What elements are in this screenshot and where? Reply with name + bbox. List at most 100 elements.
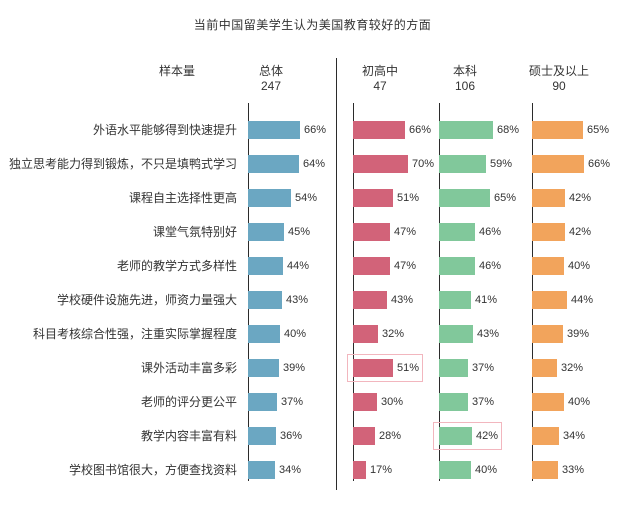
- bar: [439, 291, 471, 309]
- bar: [248, 461, 275, 479]
- bar-cell: 43%: [248, 291, 308, 309]
- category-label: 课程自主选择性更高: [128, 191, 237, 205]
- category-label: 科目考核综合性强，注重实际掌握程度: [32, 327, 237, 341]
- bar-cell: 32%: [532, 359, 583, 377]
- value-label: 44%: [287, 260, 310, 272]
- category-label: 独立思考能力得到锻炼，不只是填鸭式学习: [8, 157, 237, 171]
- bar: [248, 121, 300, 139]
- bar: [353, 155, 408, 173]
- value-label: 40%: [568, 396, 591, 408]
- bar: [439, 121, 493, 139]
- value-label: 34%: [563, 430, 586, 442]
- value-label: 43%: [391, 294, 414, 306]
- bar: [532, 325, 563, 343]
- value-label: 32%: [382, 328, 405, 340]
- group-sample-size: 106: [454, 79, 476, 93]
- bar: [439, 461, 471, 479]
- bar: [532, 427, 559, 445]
- value-label: 40%: [568, 260, 591, 272]
- value-label: 59%: [490, 158, 513, 170]
- bar: [353, 291, 387, 309]
- bar-cell: 59%: [439, 155, 512, 173]
- category-label: 外语水平能够得到快速提升: [92, 123, 237, 137]
- bar: [353, 325, 378, 343]
- category-label: 老师的教学方式多样性: [116, 259, 237, 273]
- value-label: 43%: [286, 294, 309, 306]
- bar: [353, 257, 390, 275]
- bar: [353, 121, 405, 139]
- bar-cell: 47%: [353, 257, 416, 275]
- bar-cell-highlighted: 51%: [346, 354, 424, 382]
- bar: [353, 427, 375, 445]
- bar-cell: 70%: [353, 155, 434, 173]
- bar: [439, 189, 490, 207]
- bar: [353, 461, 366, 479]
- bar-cell: 39%: [248, 359, 305, 377]
- bar: [248, 257, 283, 275]
- value-label: 66%: [588, 158, 611, 170]
- bar: [439, 427, 472, 445]
- bar: [248, 155, 299, 173]
- value-label: 42%: [569, 226, 592, 238]
- column-header-middle-high-school: 初高中 47: [325, 64, 435, 94]
- value-label: 64%: [303, 158, 326, 170]
- category-label: 学校硬件设施先进，师资力量强大: [56, 293, 237, 307]
- bar-cell: 32%: [353, 325, 404, 343]
- bar-cell: 37%: [248, 393, 303, 411]
- bar: [439, 325, 473, 343]
- bar: [532, 121, 583, 139]
- bar-cell: 54%: [248, 189, 317, 207]
- category-label: 课外活动丰富多彩: [140, 361, 237, 375]
- bar: [532, 461, 558, 479]
- value-label: 51%: [397, 192, 420, 204]
- bar-cell: 33%: [532, 461, 584, 479]
- bar: [248, 427, 276, 445]
- value-label: 17%: [370, 464, 393, 476]
- value-label: 46%: [479, 260, 502, 272]
- chart-title: 当前中国留美学生认为美国教育较好的方面: [193, 18, 432, 32]
- column-header-overall: 总体 247: [216, 64, 326, 94]
- category-label: 教学内容丰富有料: [140, 429, 237, 443]
- value-label: 51%: [397, 362, 420, 374]
- value-label: 30%: [381, 396, 404, 408]
- value-label: 65%: [587, 124, 610, 136]
- bar: [353, 393, 377, 411]
- bar-cell: 37%: [439, 359, 494, 377]
- value-label: 34%: [279, 464, 302, 476]
- bar-cell: 30%: [353, 393, 403, 411]
- value-label: 65%: [494, 192, 517, 204]
- value-label: 28%: [379, 430, 402, 442]
- value-label: 40%: [284, 328, 307, 340]
- bar: [248, 189, 291, 207]
- bar-cell: 40%: [532, 393, 590, 411]
- value-label: 43%: [477, 328, 500, 340]
- bar-cell: 43%: [439, 325, 499, 343]
- bar: [439, 393, 468, 411]
- bar-cell: 51%: [353, 189, 419, 207]
- bar: [532, 189, 565, 207]
- value-label: 37%: [472, 396, 495, 408]
- bar: [532, 291, 567, 309]
- bar: [439, 359, 468, 377]
- bar-cell: 46%: [439, 257, 501, 275]
- sample-size-label: 样本量: [158, 64, 195, 78]
- value-label: 68%: [497, 124, 520, 136]
- value-label: 37%: [472, 362, 495, 374]
- value-label: 66%: [304, 124, 327, 136]
- bar-cell: 65%: [439, 189, 516, 207]
- bar-cell: 40%: [248, 325, 306, 343]
- bar-cell: 39%: [532, 325, 589, 343]
- bar-cell: 66%: [353, 121, 431, 139]
- bar-cell: 47%: [353, 223, 416, 241]
- bar-cell: 65%: [532, 121, 609, 139]
- bar: [532, 257, 564, 275]
- group-name: 初高中: [361, 64, 398, 78]
- bar: [248, 223, 284, 241]
- category-label: 课堂气氛特别好: [152, 225, 237, 239]
- bar: [532, 155, 584, 173]
- value-label: 45%: [288, 226, 311, 238]
- overall-separator-line: [336, 58, 337, 490]
- value-label: 47%: [394, 260, 417, 272]
- bar-cell: 45%: [248, 223, 310, 241]
- bar: [248, 393, 277, 411]
